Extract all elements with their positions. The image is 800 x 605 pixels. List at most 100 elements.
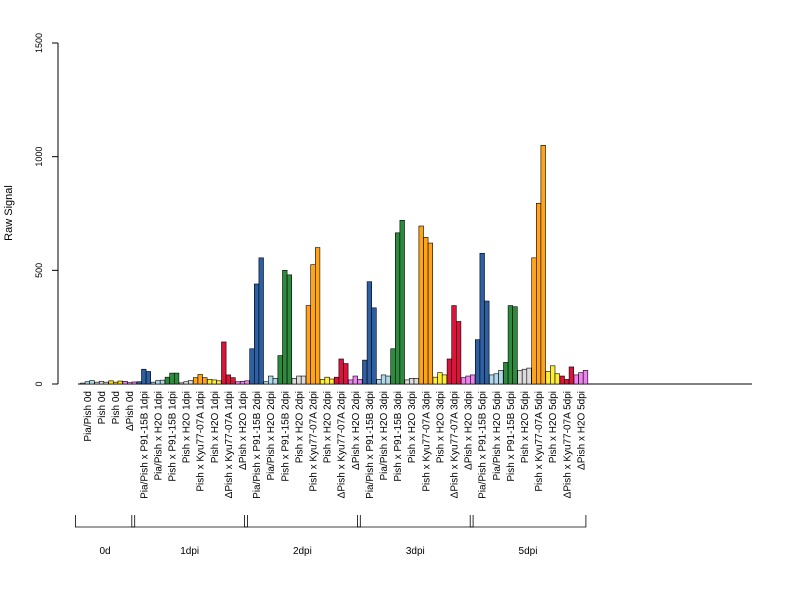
bar [582, 370, 589, 385]
bar [277, 355, 283, 385]
bar [141, 368, 147, 385]
y-tick-label: 500 [34, 263, 44, 278]
x-tick-label: Pish x P91-15B 2dpi [280, 391, 291, 482]
bar [159, 379, 166, 385]
bar [380, 374, 387, 385]
bar [517, 370, 523, 385]
x-tick-label: Pish x H2O 1dpi [182, 391, 193, 463]
x-tick-label: Pish x H2O 2dpi [294, 391, 305, 463]
bar [521, 368, 528, 385]
bar [568, 366, 574, 385]
x-tick-label: Pish 0d [111, 391, 122, 424]
x-tick-label: Pish x P91-15B 3dpi [393, 391, 404, 482]
bar [366, 281, 373, 385]
x-tick-labels: Pia/Pish 0d Pish 0d Pish 0d ΔPish 0d Pia/Pis… [83, 391, 588, 499]
y-tick-label: 1500 [34, 33, 44, 53]
bar [150, 381, 156, 385]
x-tick-label: Pia/Pish x P91-15B 3dpi [365, 391, 376, 499]
bar [418, 225, 424, 385]
x-tick-label: Pia/Pish x H2O 1dpi [153, 391, 164, 481]
bar [310, 264, 316, 385]
bar [352, 375, 358, 385]
bar [207, 379, 213, 385]
bar [446, 358, 453, 385]
bar [423, 237, 429, 385]
group-label: 3dpi [406, 546, 425, 557]
bar [127, 382, 133, 385]
bar [540, 145, 546, 385]
bar [89, 380, 95, 385]
x-tick-label: Pish x H2O 2dpi [323, 391, 334, 463]
bar [545, 371, 551, 385]
bar [507, 305, 514, 385]
y-axis-label: Raw Signal [3, 185, 15, 241]
bar [225, 374, 232, 385]
bar [84, 381, 90, 385]
x-tick-label: Pish x H2O 5dpi [548, 391, 559, 463]
group-brackets: 0d 1dpi 2dpi 3dpi 5dpi [75, 515, 587, 557]
bar [216, 380, 222, 385]
group-label: 1dpi [180, 546, 199, 557]
bar [338, 358, 344, 385]
bar [94, 381, 100, 385]
group-label: 2dpi [293, 546, 312, 557]
x-tick-label: Pia/Pish x H2O 5dpi [492, 391, 503, 481]
bar [409, 378, 415, 385]
bar [221, 341, 227, 385]
bar [498, 370, 504, 385]
y-tick-label: 1000 [34, 147, 44, 167]
x-tick-label: ΔPish x H2O 3dpi [464, 391, 475, 470]
bar [559, 375, 565, 385]
bar [122, 380, 128, 385]
bar [394, 232, 401, 385]
group-bracket [244, 515, 361, 528]
bar [578, 372, 584, 385]
bar [470, 374, 476, 385]
bar [80, 382, 86, 385]
bar [362, 359, 368, 385]
group-label: 5dpi [519, 546, 538, 557]
x-tick-label: Pish x H2O 1dpi [210, 391, 221, 463]
bar [268, 375, 274, 385]
x-tick-label: Pish x Kyu77-07A 5dpi [534, 391, 545, 492]
bar [399, 220, 405, 385]
bar [329, 378, 335, 385]
bar [535, 202, 542, 385]
group-bracket [357, 515, 474, 528]
bar [526, 367, 532, 385]
bar [493, 373, 499, 385]
bar [376, 379, 382, 385]
x-tick-label: ΔPish x Kyu77-07A 1dpi [224, 391, 235, 498]
bar [282, 270, 288, 385]
bar [103, 381, 109, 385]
bar [413, 378, 419, 385]
x-tick-label: Pia/Pish x P91-15B 2dpi [252, 391, 263, 499]
bar [136, 381, 142, 385]
x-tick-label: Pish 0d [97, 391, 108, 424]
bar [451, 305, 457, 385]
bar [174, 372, 180, 385]
bar [300, 375, 307, 385]
bar [427, 242, 434, 385]
bar [550, 365, 556, 385]
bar [188, 380, 194, 385]
group-bracket [469, 515, 587, 528]
x-tick-label: ΔPish x H2O 2dpi [351, 391, 362, 470]
bar [404, 379, 410, 385]
bar [193, 377, 199, 385]
bar [319, 379, 326, 385]
bar [239, 380, 246, 385]
bar [117, 380, 123, 385]
bar [211, 379, 217, 385]
bars-layer [80, 145, 589, 385]
x-tick-label: Pish x P91-15B 1dpi [168, 391, 179, 482]
bar [258, 257, 264, 385]
bar [296, 375, 302, 385]
bar [164, 376, 171, 385]
bar [385, 375, 391, 385]
bar [460, 377, 467, 385]
bar [263, 381, 269, 385]
bar [455, 321, 462, 385]
x-tick-label: Pia/Pish x P91-15B 1dpi [139, 391, 150, 499]
